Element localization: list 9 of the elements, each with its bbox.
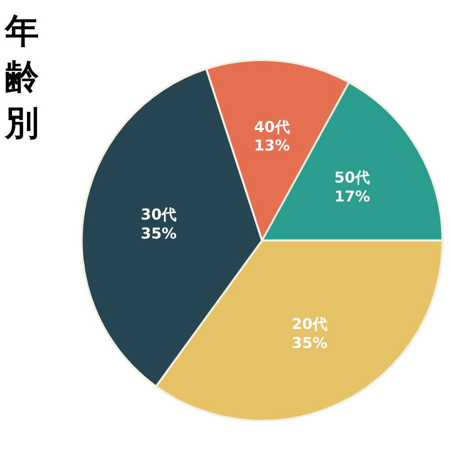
- slice-label: 20代: [292, 315, 328, 334]
- data-label: 17%: [334, 188, 370, 206]
- slice-label: 30代: [140, 206, 177, 224]
- slice-label: 40代: [254, 118, 290, 136]
- data-label: 13%: [254, 136, 290, 155]
- data-label: 35%: [292, 334, 328, 352]
- slice-label: 50代: [334, 168, 370, 187]
- data-label: 35%: [140, 224, 177, 243]
- chart-title: 年齢別: [4, 11, 40, 144]
